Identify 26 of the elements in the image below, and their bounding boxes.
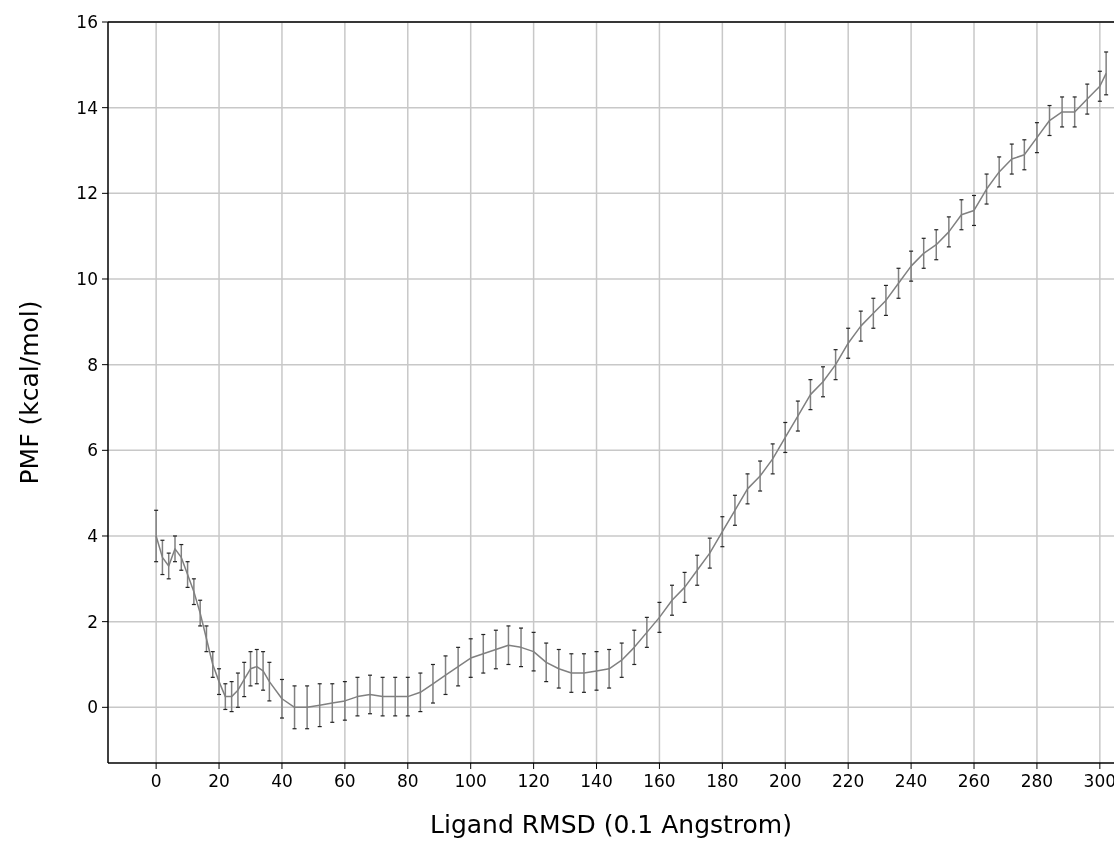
y-tick-label: 4 — [87, 525, 98, 546]
y-tick-label: 12 — [76, 183, 98, 204]
x-tick-label: 100 — [454, 771, 487, 791]
x-tick-label: 40 — [271, 771, 293, 791]
x-tick-label: 200 — [769, 771, 802, 791]
x-tick-label: 180 — [706, 771, 739, 791]
x-tick-label: 220 — [831, 771, 865, 791]
y-tick-label: 0 — [87, 697, 98, 718]
x-tick-label: 20 — [208, 771, 230, 791]
x-tick-label: 120 — [517, 771, 550, 791]
x-tick-label: 260 — [957, 771, 991, 791]
y-axis-title: PMF (kcal/mol) — [15, 300, 44, 485]
x-tick-label: 280 — [1020, 771, 1054, 791]
x-tick-label: 60 — [334, 771, 356, 791]
y-tick-label: 6 — [87, 440, 98, 461]
y-tick-label: 10 — [76, 268, 98, 289]
x-tick-label: 0 — [150, 771, 162, 791]
x-axis-title: Ligand RMSD (0.1 Angstrom) — [430, 810, 792, 839]
y-tick-label: 16 — [76, 11, 98, 32]
y-tick-label: 14 — [76, 97, 98, 118]
x-tick-label: 80 — [396, 771, 419, 791]
y-tick-label: 8 — [87, 354, 98, 375]
x-tick-label: 240 — [894, 771, 928, 791]
x-tick-label: 160 — [643, 771, 676, 791]
y-tick-label: 2 — [87, 611, 98, 632]
x-tick-label: 140 — [580, 771, 613, 791]
